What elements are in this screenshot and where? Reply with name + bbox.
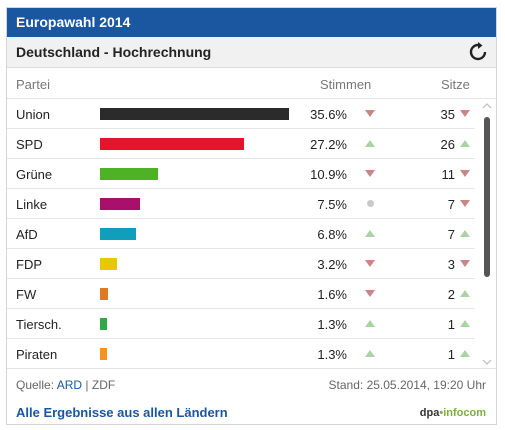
seat-count: 7 [447,197,455,212]
source-bar: Quelle: ARD | ZDF Stand: 25.05.2014, 19:… [7,368,496,399]
trend-down-icon [365,170,375,177]
party-name: FDP [16,257,42,272]
column-votes: Stimmen [320,77,372,92]
party-row: FW 1.6% 2 [7,279,475,309]
vote-percentage: 7.5% [317,197,347,212]
vote-bar [100,348,107,360]
trend-down-icon [365,290,375,297]
scroll-up-icon[interactable] [482,101,492,111]
party-name: SPD [16,137,43,152]
party-row: AfD 6.8% 7 [7,219,475,249]
vote-percentage: 3.2% [317,257,347,272]
all-results-link[interactable]: Alle Ergebnisse aus allen Ländern [16,405,228,420]
source-separator: | [85,378,89,392]
footer: Alle Ergebnisse aus allen Ländern dpa•in… [7,399,496,426]
widget-title: Europawahl 2014 [7,8,496,37]
seat-count: 3 [447,257,455,272]
trend-up-icon [460,290,470,297]
vote-percentage: 10.9% [310,167,347,182]
election-widget: Europawahl 2014 Deutschland - Hochrechnu… [6,7,497,425]
party-name: Piraten [16,347,58,362]
vote-percentage: 6.8% [317,227,347,242]
source-zdf: ZDF [91,378,116,392]
vote-bar [100,318,107,330]
seat-count: 2 [447,287,455,302]
seat-count: 35 [440,107,455,122]
party-name: Tiersch. [16,317,62,332]
dpa-infocom-logo: dpa•infocom [419,407,486,419]
vote-percentage: 27.2% [310,137,347,152]
refresh-icon[interactable] [468,42,488,62]
party-name: Linke [16,197,48,212]
party-name: Union [16,107,50,122]
trend-down-icon [460,200,470,207]
vote-percentage: 35.6% [310,107,347,122]
party-name: FW [16,287,37,302]
trend-up-icon [460,320,470,327]
vote-bar [100,258,117,270]
trend-down-icon [460,110,470,117]
trend-up-icon [365,140,375,147]
seat-count: 7 [447,227,455,242]
timestamp: Stand: 25.05.2014, 19:20 Uhr [328,378,486,392]
results-list[interactable]: Piraten 1.3% 1 Tiersch. 1.3% 1 FW 1.6% 2 FDP 3.2% 3… [7,99,496,369]
trend-down-icon [365,260,375,267]
trend-neutral-icon [367,200,374,207]
party-row: SPD 27.2% 26 [7,129,475,159]
party-row: Union 35.6% 35 [7,99,475,129]
trend-up-icon [460,140,470,147]
trend-down-icon [460,260,470,267]
trend-down-icon [460,170,470,177]
vote-bar [100,108,289,120]
vote-bar [100,228,136,240]
column-headers: Partei Stimmen Sitze [7,68,496,99]
column-seats: Sitze [441,77,470,92]
scrollbar[interactable] [481,99,493,369]
region-title: Deutschland - Hochrechnung [16,44,212,60]
source-line: Quelle: ARD | ZDF [16,378,115,392]
seat-count: 1 [447,317,455,332]
party-row: FDP 3.2% 3 [7,249,475,279]
vote-percentage: 1.3% [317,347,347,362]
party-name: Grüne [16,167,53,182]
vote-bar [100,288,108,300]
region-header: Deutschland - Hochrechnung [7,37,496,68]
vote-percentage: 1.3% [317,317,347,332]
source-link-ard[interactable]: ARD [56,378,83,392]
party-row: Piraten 1.3% 1 [7,339,475,369]
party-row: Linke 7.5% 7 [7,189,475,219]
vote-bar [100,198,140,210]
seat-count: 1 [447,347,455,362]
vote-bar [100,168,158,180]
scroll-thumb[interactable] [484,117,490,277]
trend-up-icon [460,350,470,357]
seat-count: 26 [440,137,455,152]
party-row: Grüne 10.9% 11 [7,159,475,189]
trend-up-icon [365,230,375,237]
trend-up-icon [365,320,375,327]
vote-bar [100,138,244,150]
column-party: Partei [16,77,50,92]
trend-down-icon [365,110,375,117]
trend-up-icon [365,350,375,357]
seat-count: 11 [441,167,456,182]
scroll-down-icon[interactable] [482,357,492,367]
party-name: AfD [16,227,38,242]
party-row: Tiersch. 1.3% 1 [7,309,475,339]
trend-up-icon [460,230,470,237]
vote-percentage: 1.6% [317,287,347,302]
source-label: Quelle: [16,378,55,392]
